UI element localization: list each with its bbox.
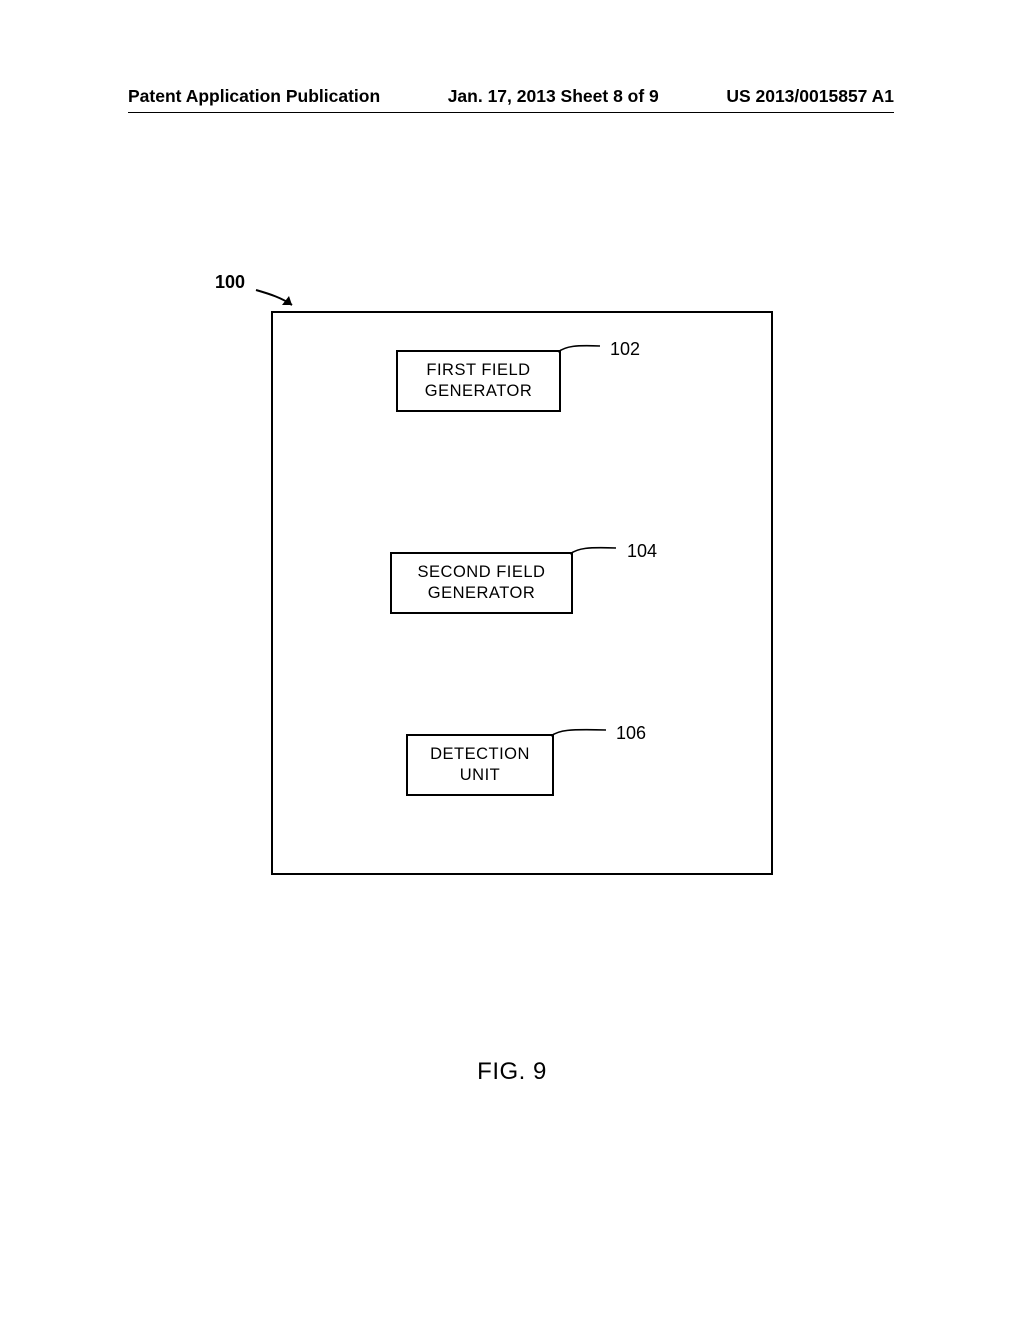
leader-106 xyxy=(0,0,1024,1320)
leader-106-path xyxy=(551,730,606,736)
figure-caption: FIG. 9 xyxy=(0,1058,1024,1086)
figure-9-diagram: 100 FIRST FIELD GENERATOR 102 SECOND FIE… xyxy=(0,0,1024,1320)
